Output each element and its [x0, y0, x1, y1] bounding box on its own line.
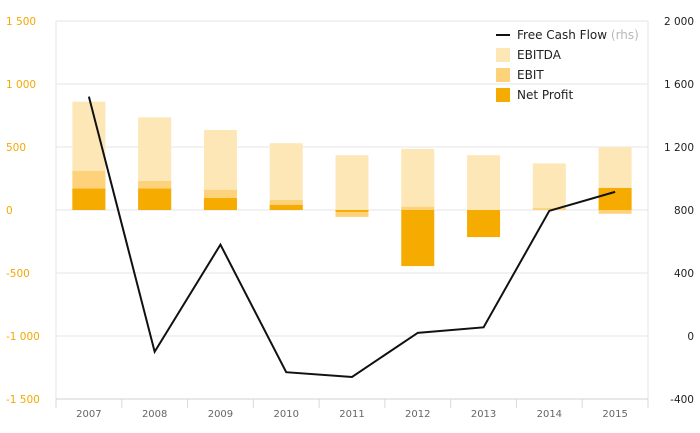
- x-axis-tick-label: 2012: [405, 409, 430, 420]
- bar-net-profit: [269, 204, 303, 210]
- bar-ebit: [269, 199, 303, 210]
- legend-swatch-ebit: [496, 68, 510, 82]
- bar-ebit: [532, 208, 566, 210]
- x-axis-tick-label: 2011: [339, 409, 364, 420]
- bar-ebitda: [401, 148, 435, 210]
- axes: 1 500 1 000 500 0 -500 -1 000 -1 500 2 000 1 600…: [6, 16, 694, 420]
- bar-net-profit: [467, 210, 501, 238]
- x-axis-tick-label: 2008: [142, 409, 167, 420]
- right-axis-tick-label: 400: [674, 268, 694, 280]
- x-axis-tick-label: 2007: [76, 409, 101, 420]
- bar-ebitda: [269, 143, 303, 210]
- x-axis-tick-label: 2010: [273, 409, 298, 420]
- legend-label: EBIT: [517, 68, 544, 82]
- x-axis-tick-label: 2009: [208, 409, 233, 420]
- x-axis-tick-label: 2014: [537, 409, 562, 420]
- left-axis-tick-label: 1 500: [6, 16, 36, 28]
- bar-ebitda: [532, 163, 566, 210]
- bar-net-profit: [598, 187, 632, 210]
- left-axis-tick-label: -1 000: [6, 331, 40, 343]
- left-axis-tick-label: 500: [6, 142, 26, 154]
- x-axis-tick-label: 2013: [471, 409, 496, 420]
- x-axis-tick-label: 2015: [602, 409, 627, 420]
- bar-ebitda: [335, 155, 369, 210]
- right-axis-tick-label: 1 200: [664, 142, 694, 154]
- legend: Free Cash Flow (rhs) EBITDA EBIT Net Profit: [496, 28, 639, 102]
- legend-label: EBITDA: [517, 48, 562, 62]
- line-series: [87, 96, 616, 378]
- bar-series: [72, 101, 632, 267]
- bar-ebit: [598, 210, 632, 214]
- bar-net-profit: [335, 210, 369, 212]
- bar-net-profit: [138, 188, 172, 210]
- left-axis-tick-label: -1 500: [6, 394, 40, 406]
- legend-swatch-net-profit: [496, 88, 510, 102]
- bar-ebitda: [467, 155, 501, 210]
- left-axis-tick-label: 0: [6, 205, 13, 217]
- right-axis-tick-label: 2 000: [664, 16, 694, 28]
- right-axis-tick-label: -400: [670, 394, 694, 406]
- bar-ebit: [335, 210, 369, 217]
- bar-net-profit: [401, 210, 435, 267]
- left-axis-tick-label: -500: [6, 268, 30, 280]
- left-axis-tick-label: 1 000: [6, 79, 36, 91]
- right-axis-tick-label: 1 600: [664, 79, 694, 91]
- legend-swatch-ebitda: [496, 48, 510, 62]
- bar-net-profit: [203, 198, 237, 210]
- bar-net-profit: [72, 188, 106, 210]
- bar-ebit: [401, 206, 435, 210]
- right-axis-tick-label: 800: [674, 205, 694, 217]
- legend-label: Free Cash Flow (rhs): [517, 28, 639, 42]
- right-axis-tick-label: 0: [687, 331, 694, 343]
- legend-label: Net Profit: [517, 88, 573, 102]
